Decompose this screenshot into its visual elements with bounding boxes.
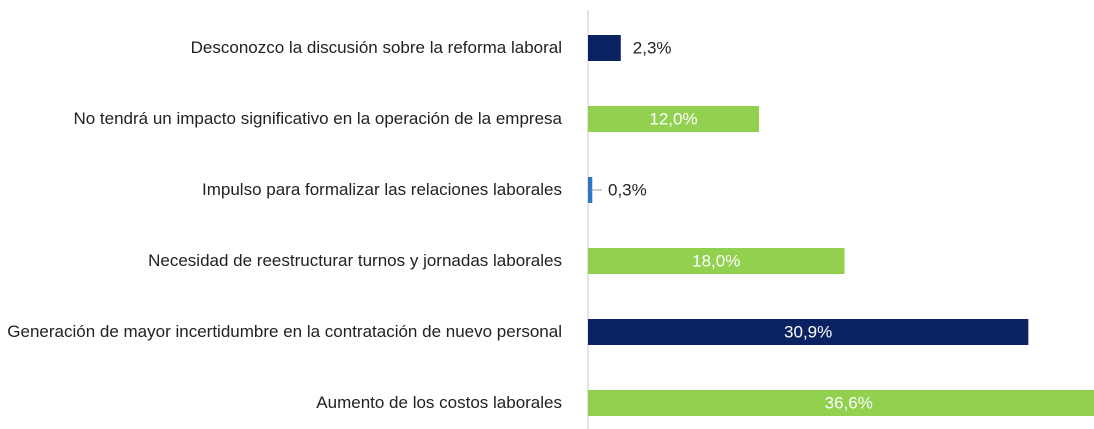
value-label: 36,6% (825, 393, 873, 412)
bar (588, 35, 621, 61)
bar (588, 248, 845, 274)
bar (588, 390, 1094, 416)
category-label: Impulso para formalizar las relaciones l… (202, 180, 562, 199)
value-label: 12,0% (649, 109, 697, 128)
category-label: Aumento de los costos laborales (316, 393, 562, 412)
bar (588, 319, 1029, 345)
category-label: No tendrá un impacto significativo en la… (73, 109, 562, 128)
bar (588, 177, 593, 203)
category-label: Generación de mayor incertidumbre en la … (7, 322, 562, 341)
category-label: Desconozco la discusión sobre la reforma… (190, 38, 562, 57)
value-label: 0,3% (608, 180, 647, 199)
category-label: Necesidad de reestructurar turnos y jorn… (148, 251, 562, 270)
bar (588, 106, 759, 132)
value-label: 2,3% (633, 38, 672, 57)
value-label: 18,0% (692, 251, 740, 270)
value-label: 30,9% (784, 322, 832, 341)
